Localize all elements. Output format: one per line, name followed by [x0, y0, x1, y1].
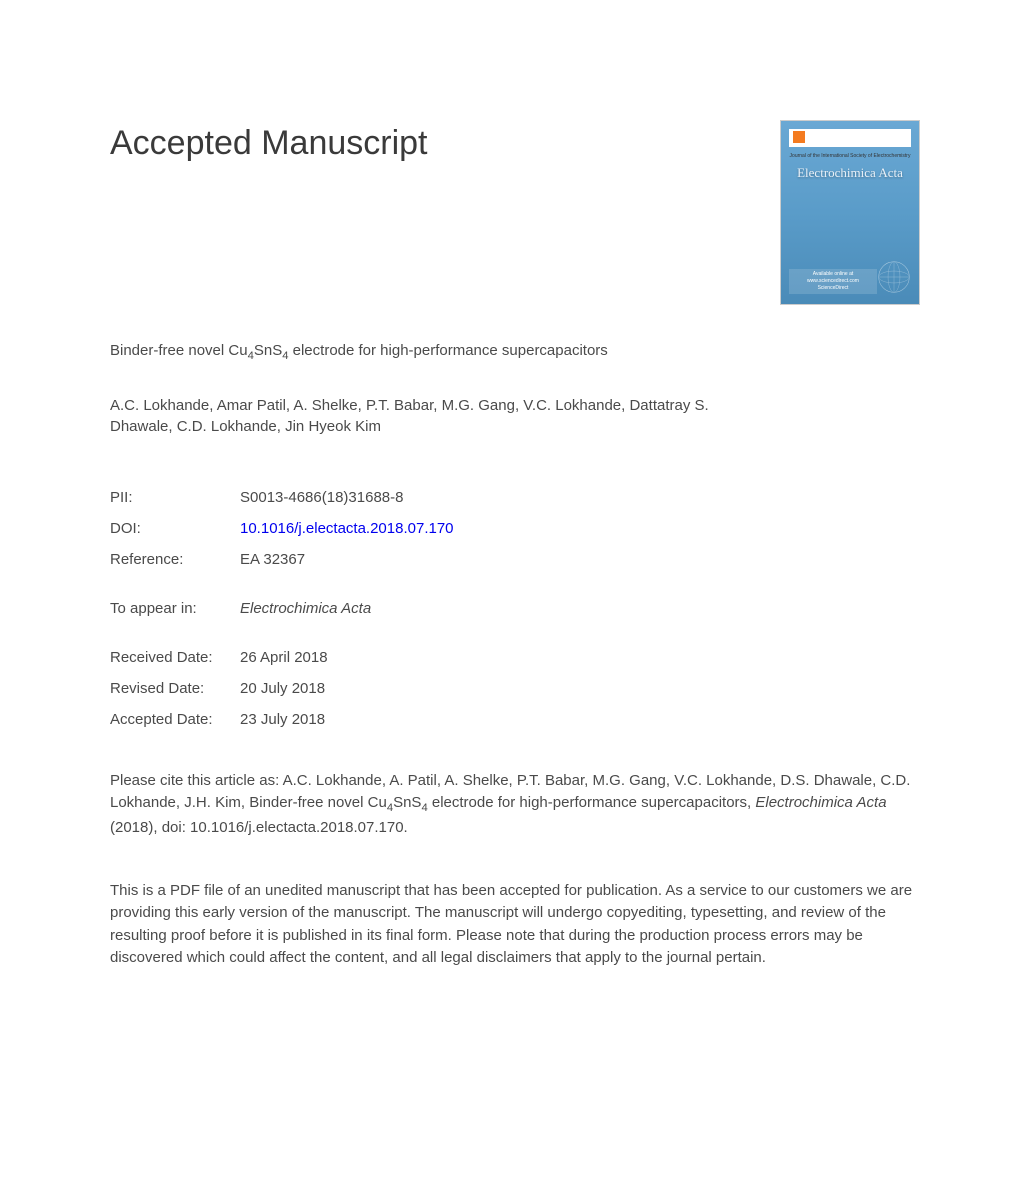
reference-label: Reference:: [110, 549, 240, 570]
doi-label: DOI:: [110, 518, 240, 539]
meta-row-appear: To appear in: Electrochimica Acta: [110, 598, 920, 619]
meta-row-received: Received Date: 26 April 2018: [110, 647, 920, 668]
citation-block: Please cite this article as: A.C. Lokhan…: [110, 770, 920, 840]
citation-mid: SnS: [393, 794, 421, 811]
citation-post2: (2018), doi: 10.1016/j.electacta.2018.07…: [110, 819, 408, 836]
appear-label: To appear in:: [110, 598, 240, 619]
citation-post1: electrode for high-performance supercapa…: [428, 794, 756, 811]
revised-label: Revised Date:: [110, 678, 240, 699]
cover-subtitle: Journal of the International Society of …: [789, 153, 911, 160]
authors-list: A.C. Lokhande, Amar Patil, A. Shelke, P.…: [110, 395, 730, 437]
cover-footer: Available online at www.sciencedirect.co…: [789, 269, 877, 294]
title-pre: Binder-free novel Cu: [110, 342, 248, 359]
elsevier-logo-icon: [793, 131, 805, 143]
header-row: Accepted Manuscript Journal of the Inter…: [110, 120, 920, 305]
doi-link[interactable]: 10.1016/j.electacta.2018.07.170: [240, 518, 454, 539]
cover-top-bar: [789, 129, 911, 147]
meta-row-reference: Reference: EA 32367: [110, 549, 920, 570]
page-heading: Accepted Manuscript: [110, 120, 428, 168]
journal-cover-thumbnail: Journal of the International Society of …: [780, 120, 920, 305]
revised-value: 20 July 2018: [240, 678, 325, 699]
accepted-value: 23 July 2018: [240, 709, 325, 730]
disclaimer-text: This is a PDF file of an unedited manusc…: [110, 880, 920, 970]
meta-row-pii: PII: S0013-4686(18)31688-8: [110, 487, 920, 508]
accepted-label: Accepted Date:: [110, 709, 240, 730]
cover-bottom: Available online at www.sciencedirect.co…: [789, 266, 911, 294]
title-post: electrode for high-performance supercapa…: [288, 342, 607, 359]
meta-row-revised: Revised Date: 20 July 2018: [110, 678, 920, 699]
pii-label: PII:: [110, 487, 240, 508]
cover-journal-title: Electrochimica Acta: [789, 164, 911, 182]
spacer: [110, 629, 920, 647]
meta-row-accepted: Accepted Date: 23 July 2018: [110, 709, 920, 730]
citation-journal: Electrochimica Acta: [755, 794, 886, 811]
title-mid: SnS: [254, 342, 282, 359]
meta-row-doi: DOI: 10.1016/j.electacta.2018.07.170: [110, 518, 920, 539]
article-title: Binder-free novel Cu4SnS4 electrode for …: [110, 340, 920, 365]
metadata-table: PII: S0013-4686(18)31688-8 DOI: 10.1016/…: [110, 487, 920, 730]
pii-value: S0013-4686(18)31688-8: [240, 487, 403, 508]
received-value: 26 April 2018: [240, 647, 328, 668]
received-label: Received Date:: [110, 647, 240, 668]
reference-value: EA 32367: [240, 549, 305, 570]
appear-value: Electrochimica Acta: [240, 598, 371, 619]
globe-icon: [877, 260, 911, 294]
spacer: [110, 580, 920, 598]
